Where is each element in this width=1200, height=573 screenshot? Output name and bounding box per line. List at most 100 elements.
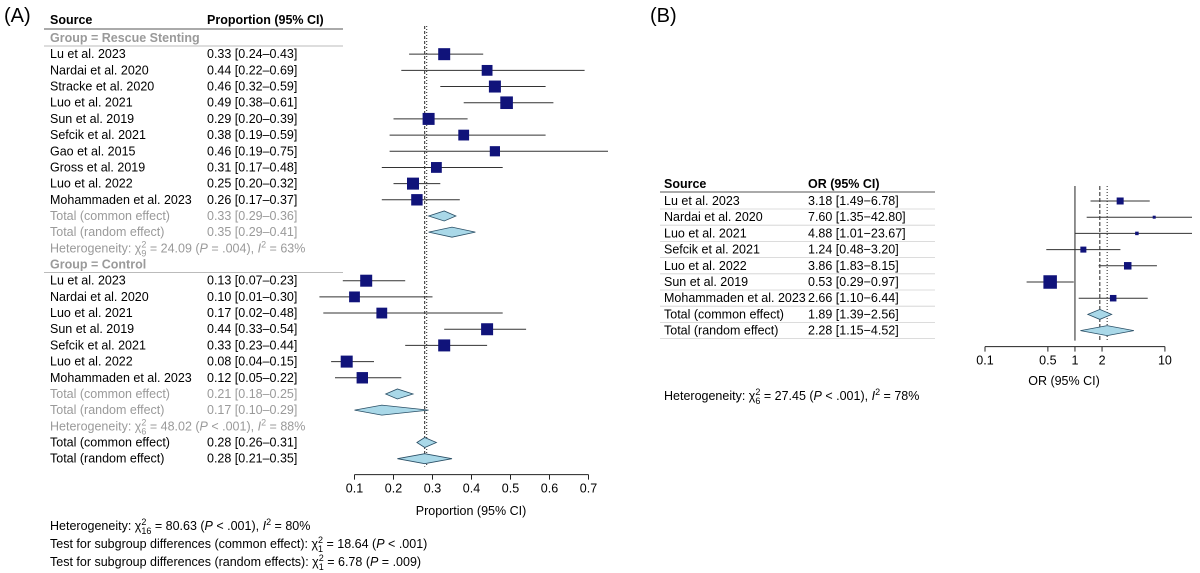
point-estimate-box: [438, 339, 451, 352]
subgroup-heterogeneity-part: < .001),: [208, 419, 258, 433]
study-label: Total (common effect): [664, 307, 784, 321]
x-tick-label: 0.2: [385, 482, 402, 496]
panel-b-heterogeneity-text-part: I: [872, 389, 876, 403]
pooled-diamond: [397, 453, 453, 465]
ci-text: 0.49 [0.38–0.61]: [207, 96, 297, 110]
ci-text: 0.10 [0.01–0.30]: [207, 290, 297, 304]
footer-part: 2: [318, 535, 323, 545]
study-label: Sefcik et al. 2021: [664, 243, 760, 257]
x-tick-label: 0.7: [580, 482, 597, 496]
point-estimate-box: [500, 96, 513, 110]
footer-heterogeneity-part: 16: [141, 526, 151, 536]
study-label: Luo et al. 2022: [664, 259, 747, 273]
subgroup-heterogeneity-part: I: [258, 241, 262, 255]
subgroup-heading: Group = Rescue Stenting: [50, 31, 200, 45]
panel-b-heterogeneity-text-part: Heterogeneity: χ: [664, 389, 756, 403]
ci-text: 0.26 [0.17–0.37]: [207, 193, 297, 207]
study-label: Total (random effect): [664, 324, 778, 338]
ci-text: 0.38 [0.19–0.59]: [207, 128, 297, 142]
panel-a-label: (A): [4, 5, 31, 27]
subgroup-heading: Group = Control: [50, 258, 146, 272]
x-tick-label: 1: [1071, 354, 1078, 368]
ci-text: 0.28 [0.26–0.31]: [207, 436, 297, 450]
panel-b-heterogeneity-text-part: = 78%: [880, 389, 919, 403]
x-tick-label: 0.3: [424, 482, 441, 496]
study-label: Nardai et al. 2020: [664, 210, 763, 224]
x-tick-label: 0.6: [541, 482, 558, 496]
ci-text: 2.28 [1.15−4.52]: [808, 324, 899, 338]
panel-b-heterogeneity-text-part: P: [814, 389, 823, 403]
subgroup-heterogeneity-part: Heterogeneity: χ: [50, 241, 142, 255]
subgroup-heterogeneity-part: 9: [141, 248, 146, 258]
study-label: Luo et al. 2021: [50, 96, 133, 110]
ci-text: 0.12 [0.05–0.22]: [207, 371, 297, 385]
study-label: Mohammaden et al. 2023: [50, 193, 192, 207]
footer-heterogeneity-part: 2: [266, 517, 271, 527]
study-label: Total (random effect): [50, 452, 164, 466]
point-estimate-box: [489, 146, 500, 157]
ci-text: 2.66 [1.10−6.44]: [808, 291, 899, 305]
panel-a-rows: Group = Rescue Stenting Lu et al. 2023 0.3…: [44, 31, 343, 466]
x-tick-label: 0.5: [502, 482, 519, 496]
footer-part: < .001): [385, 537, 428, 551]
subgroup-heterogeneity-part: 6: [141, 426, 146, 436]
panel-b-heterogeneity-text-part: < .001),: [822, 389, 872, 403]
study-label: Lu et al. 2023: [664, 194, 740, 208]
footer-heterogeneity-part: = 80%: [271, 519, 310, 533]
subgroup-heterogeneity-part: = 63%: [266, 241, 305, 255]
pooled-diamond: [428, 226, 476, 238]
study-label: Luo et al. 2021: [664, 226, 747, 240]
ci-text: 0.29 [0.20–0.39]: [207, 112, 297, 126]
ci-text: 0.08 [0.04–0.15]: [207, 355, 297, 369]
study-label: Total (common effect): [50, 387, 170, 401]
panel-b-header-source: Source: [664, 177, 706, 191]
x-tick-label: 0.1: [346, 482, 363, 496]
footer-part: P: [376, 537, 385, 551]
footer-subgroup-test-random: Test for subgroup differences (random ef…: [50, 553, 421, 572]
study-label: Total (common effect): [50, 209, 170, 223]
ci-text: 0.46 [0.19–0.75]: [207, 144, 297, 158]
point-estimate-box: [422, 112, 435, 125]
study-label: Sun et al. 2019: [50, 322, 134, 336]
point-estimate-box: [1109, 294, 1117, 302]
ci-text: 3.86 [1.83−8.15]: [808, 259, 899, 273]
ci-text: 0.13 [0.07–0.23]: [207, 274, 297, 288]
ci-text: 0.44 [0.22–0.69]: [207, 63, 297, 77]
panel-b-header-ci: OR (95% CI): [808, 177, 880, 191]
footer-part: = .009): [378, 555, 421, 569]
panel-b-heterogeneity: Heterogeneity: χ2 6 = 27.45 (P < .001), I…: [664, 387, 919, 406]
study-label: Nardai et al. 2020: [50, 290, 149, 304]
panel-a-plot-area: 0.1 0.2 0.3 0.4 0.5 0.6 0.7: [319, 26, 608, 496]
ci-text: 0.44 [0.33–0.54]: [207, 322, 297, 336]
ci-text: 3.18 [1.49−6.78]: [808, 194, 899, 208]
ci-text: 0.33 [0.29–0.36]: [207, 209, 297, 223]
panel-a-footer: Heterogeneity: χ2 16 = 80.63 (P < .001), …: [50, 517, 427, 572]
ci-text: 0.31 [0.17–0.48]: [207, 160, 297, 174]
footer-heterogeneity-part: < .001),: [213, 519, 263, 533]
study-label: Sefcik et al. 2021: [50, 128, 146, 142]
study-label: Sun et al. 2019: [664, 275, 748, 289]
panel-b-heterogeneity-text-part: 2: [755, 387, 760, 397]
point-estimate-box: [1123, 262, 1132, 270]
panel-b-xlabel: OR (95% CI): [1028, 374, 1100, 388]
footer-heterogeneity-part: 2: [141, 517, 146, 527]
footer-subgroup-test-common: Test for subgroup differences (common ef…: [50, 535, 427, 554]
panel-b-plot-area: 0.1 0.5 1 2 10: [976, 186, 1192, 368]
footer-part: = 6.78 (: [324, 555, 371, 569]
subgroup-heterogeneity-part: P: [200, 241, 209, 255]
point-estimate-box: [360, 274, 373, 287]
footer-part: Test for subgroup differences (random ef…: [50, 555, 319, 569]
ci-text: 4.88 [1.01−23.67]: [808, 226, 906, 240]
footer-part: 1: [318, 544, 323, 554]
panel-a-header-ci: Proportion (95% CI): [207, 13, 324, 27]
point-estimate-box: [407, 177, 419, 190]
ci-text: 0.28 [0.21–0.35]: [207, 452, 297, 466]
ci-text: 1.89 [1.39−2.56]: [808, 307, 899, 321]
point-estimate-box: [1152, 215, 1156, 219]
footer-part: P: [370, 555, 379, 569]
ci-text: 0.53 [0.29−0.97]: [808, 275, 899, 289]
panel-b: (B) Source OR (95% CI) Lu et al. 2023 3.1…: [650, 5, 1192, 406]
study-label: Gross et al. 2019: [50, 160, 145, 174]
subgroup-heterogeneity-part: Heterogeneity: χ: [50, 419, 142, 433]
point-estimate-box: [1116, 197, 1124, 205]
